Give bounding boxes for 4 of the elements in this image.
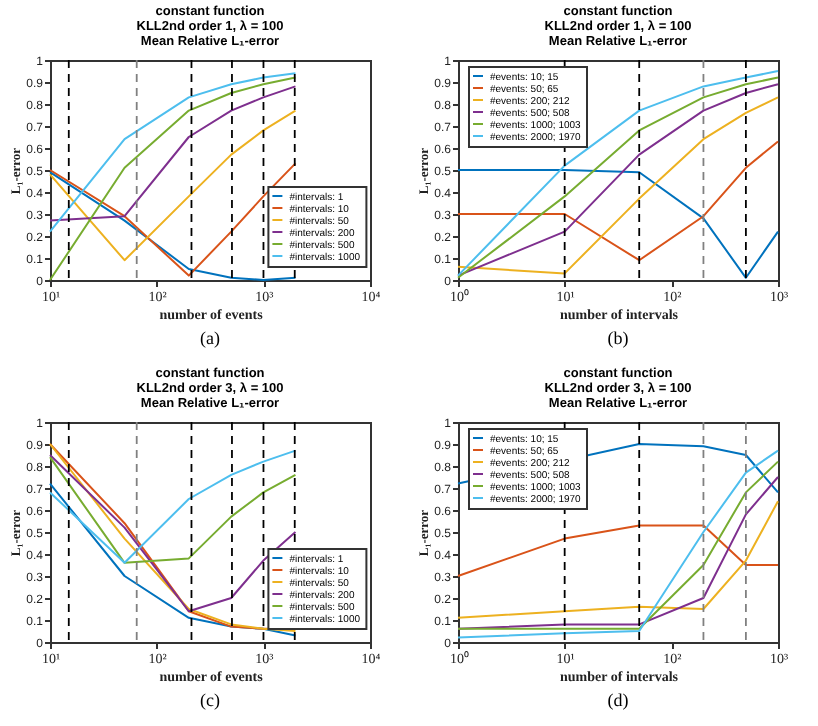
text: (d): [607, 690, 629, 710]
text: (c): [200, 690, 220, 710]
text: (b): [607, 328, 629, 348]
text: (a): [200, 328, 220, 348]
